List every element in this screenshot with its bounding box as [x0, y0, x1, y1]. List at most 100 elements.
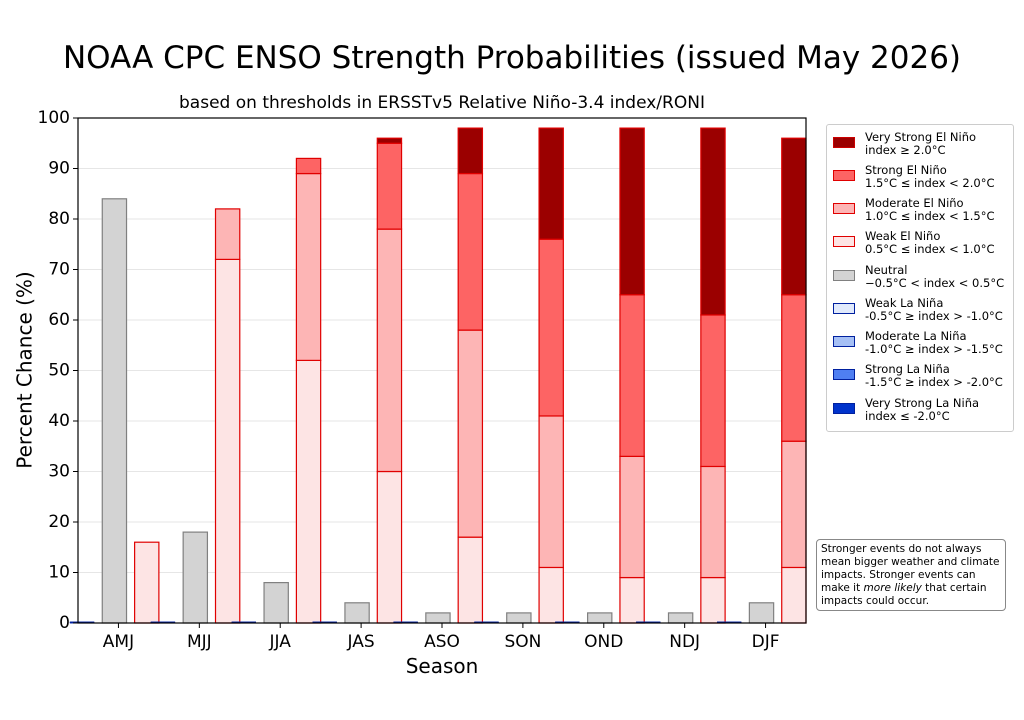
legend-range: −0.5°C < index < 0.5°C: [865, 276, 1005, 290]
bar-neutral: [748, 602, 775, 624]
y-tick-label: 30: [48, 462, 70, 482]
legend-swatch: [833, 403, 855, 414]
legend-label: Strong La Niña: [865, 362, 950, 376]
legend-label: Strong El Niño: [865, 163, 947, 177]
bar-moderate-el-ni-o: [700, 465, 726, 579]
x-tick-label: SON: [504, 632, 541, 652]
bar-weak-el-ni-o: [700, 576, 726, 624]
bar-strong-el-ni-o: [376, 142, 403, 230]
bar-neutral: [263, 581, 289, 624]
legend-item-very-strong-el-nino: Very Strong El Niño index ≥ 2.0°C: [827, 131, 1013, 161]
legend-label: Neutral: [865, 263, 908, 277]
bar-weak-el-ni-o: [781, 566, 807, 624]
bar-weak-el-ni-o: [538, 566, 564, 624]
bar-neutral: [425, 612, 451, 624]
legend-label: Weak El Niño: [865, 229, 941, 243]
note-line: impacts could occur.: [821, 595, 930, 607]
legend: Very Strong El Niño index ≥ 2.0°C Strong …: [826, 124, 1014, 432]
y-tick-label: 20: [48, 512, 70, 532]
y-tick-label: 100: [38, 108, 70, 128]
bar-very-strong-el-ni-o: [619, 127, 645, 296]
bar-very-strong-el-ni-o: [700, 127, 726, 316]
bar-strong-el-ni-o: [700, 314, 726, 468]
legend-range: 1.0°C ≤ index < 1.5°C: [865, 209, 995, 223]
note-text: make it: [821, 582, 864, 594]
x-tick-label: OND: [584, 632, 623, 652]
bar-weak-el-ni-o: [619, 576, 645, 624]
legend-swatch: [833, 303, 855, 314]
legend-swatch: [833, 170, 855, 181]
bar-neutral: [506, 612, 532, 624]
y-tick-label: 0: [59, 613, 70, 633]
legend-range: index ≤ -2.0°C: [865, 409, 950, 423]
legend-item-very-strong-la-nina: Very Strong La Niña index ≤ -2.0°C: [827, 397, 1013, 427]
bar-strong-el-ni-o: [538, 238, 564, 417]
x-axis-label: Season: [406, 654, 479, 678]
bar-strong-el-ni-o: [295, 157, 322, 175]
y-axis: 0 10 20 30 40 50 60 70 80 90 100: [38, 108, 78, 633]
legend-swatch: [833, 203, 855, 214]
bar-moderate-el-ni-o: [781, 440, 807, 569]
y-tick-label: 70: [48, 260, 70, 280]
bar-neutral: [182, 531, 209, 624]
legend-item-strong-el-nino: Strong El Niño 1.5°C ≤ index < 2.0°C: [827, 164, 1013, 194]
x-tick-label: NDJ: [669, 632, 700, 652]
legend-range: -1.0°C ≥ index > -1.5°C: [865, 342, 1003, 356]
bar-strong-el-ni-o: [619, 294, 645, 457]
chart-subtitle: based on thresholds in ERSSTv5 Relative …: [179, 93, 705, 113]
legend-label: Moderate El Niño: [865, 196, 964, 210]
legend-item-moderate-la-nina: Moderate La Niña -1.0°C ≥ index > -1.5°C: [827, 330, 1013, 360]
legend-range: 0.5°C ≤ index < 1.0°C: [865, 242, 995, 256]
y-tick-label: 90: [48, 159, 70, 179]
legend-label: Very Strong El Niño: [865, 130, 977, 144]
note-line: mean bigger weather and climate: [821, 556, 1000, 568]
chart-title: NOAA CPC ENSO Strength Probabilities (is…: [62, 40, 962, 76]
x-tick-label: AMJ: [103, 632, 134, 652]
x-tick-label: JJA: [269, 632, 292, 652]
y-tick-label: 10: [48, 563, 70, 583]
x-axis: AMJ MJJ JJA JAS ASO SON OND NDJ DJF: [103, 623, 780, 652]
bar-moderate-el-ni-o: [538, 415, 564, 569]
y-tick-label: 80: [48, 209, 70, 229]
note-line: make it more likely that certain: [821, 582, 1001, 595]
bar-neutral: [101, 198, 128, 624]
legend-label: Moderate La Niña: [865, 329, 967, 343]
bar-very-strong-el-ni-o: [781, 137, 807, 296]
legend-label: Weak La Niña: [865, 296, 944, 310]
bar-weak-el-ni-o: [134, 541, 160, 624]
bar-strong-el-ni-o: [781, 294, 807, 442]
bar-very-strong-el-ni-o: [376, 137, 403, 144]
legend-swatch: [833, 137, 855, 148]
legend-label: Very Strong La Niña: [865, 396, 980, 410]
x-tick-label: ASO: [424, 632, 460, 652]
bar-weak-el-ni-o: [376, 470, 403, 624]
impacts-note: Stronger events do not always mean bigge…: [816, 539, 1006, 611]
note-line: Stronger events do not always: [821, 543, 982, 555]
y-axis-label: Percent Chance (%): [13, 271, 37, 468]
y-gridlines: [78, 168, 806, 573]
legend-range: -1.5°C ≥ index > -2.0°C: [865, 375, 1003, 389]
legend-item-strong-la-nina: Strong La Niña -1.5°C ≥ index > -2.0°C: [827, 363, 1013, 393]
bar-very-strong-el-ni-o: [538, 127, 564, 240]
bar-weak-el-ni-o: [214, 258, 241, 624]
bar-moderate-el-ni-o: [214, 208, 241, 260]
legend-item-weak-la-nina: Weak La Niña -0.5°C ≥ index > -1.0°C: [827, 297, 1013, 327]
bar-weak-el-ni-o: [295, 359, 322, 624]
legend-swatch: [833, 236, 855, 247]
bar-very-strong-el-ni-o: [457, 127, 484, 175]
legend-swatch: [833, 336, 855, 347]
legend-item-weak-el-nino: Weak El Niño 0.5°C ≤ index < 1.0°C: [827, 230, 1013, 260]
legend-range: -0.5°C ≥ index > -1.0°C: [865, 309, 1003, 323]
bar-neutral: [667, 612, 694, 624]
note-line: impacts. Stronger events can: [821, 569, 976, 581]
y-tick-label: 50: [48, 361, 70, 381]
x-tick-label: DJF: [752, 632, 780, 652]
legend-range: 1.5°C ≤ index < 2.0°C: [865, 176, 995, 190]
legend-range: index ≥ 2.0°C: [865, 143, 946, 157]
bar-moderate-el-ni-o: [457, 329, 484, 538]
y-tick-label: 60: [48, 310, 70, 330]
bar-neutral: [344, 602, 370, 624]
x-tick-label: MJJ: [187, 632, 212, 652]
bar-moderate-el-ni-o: [376, 228, 403, 473]
